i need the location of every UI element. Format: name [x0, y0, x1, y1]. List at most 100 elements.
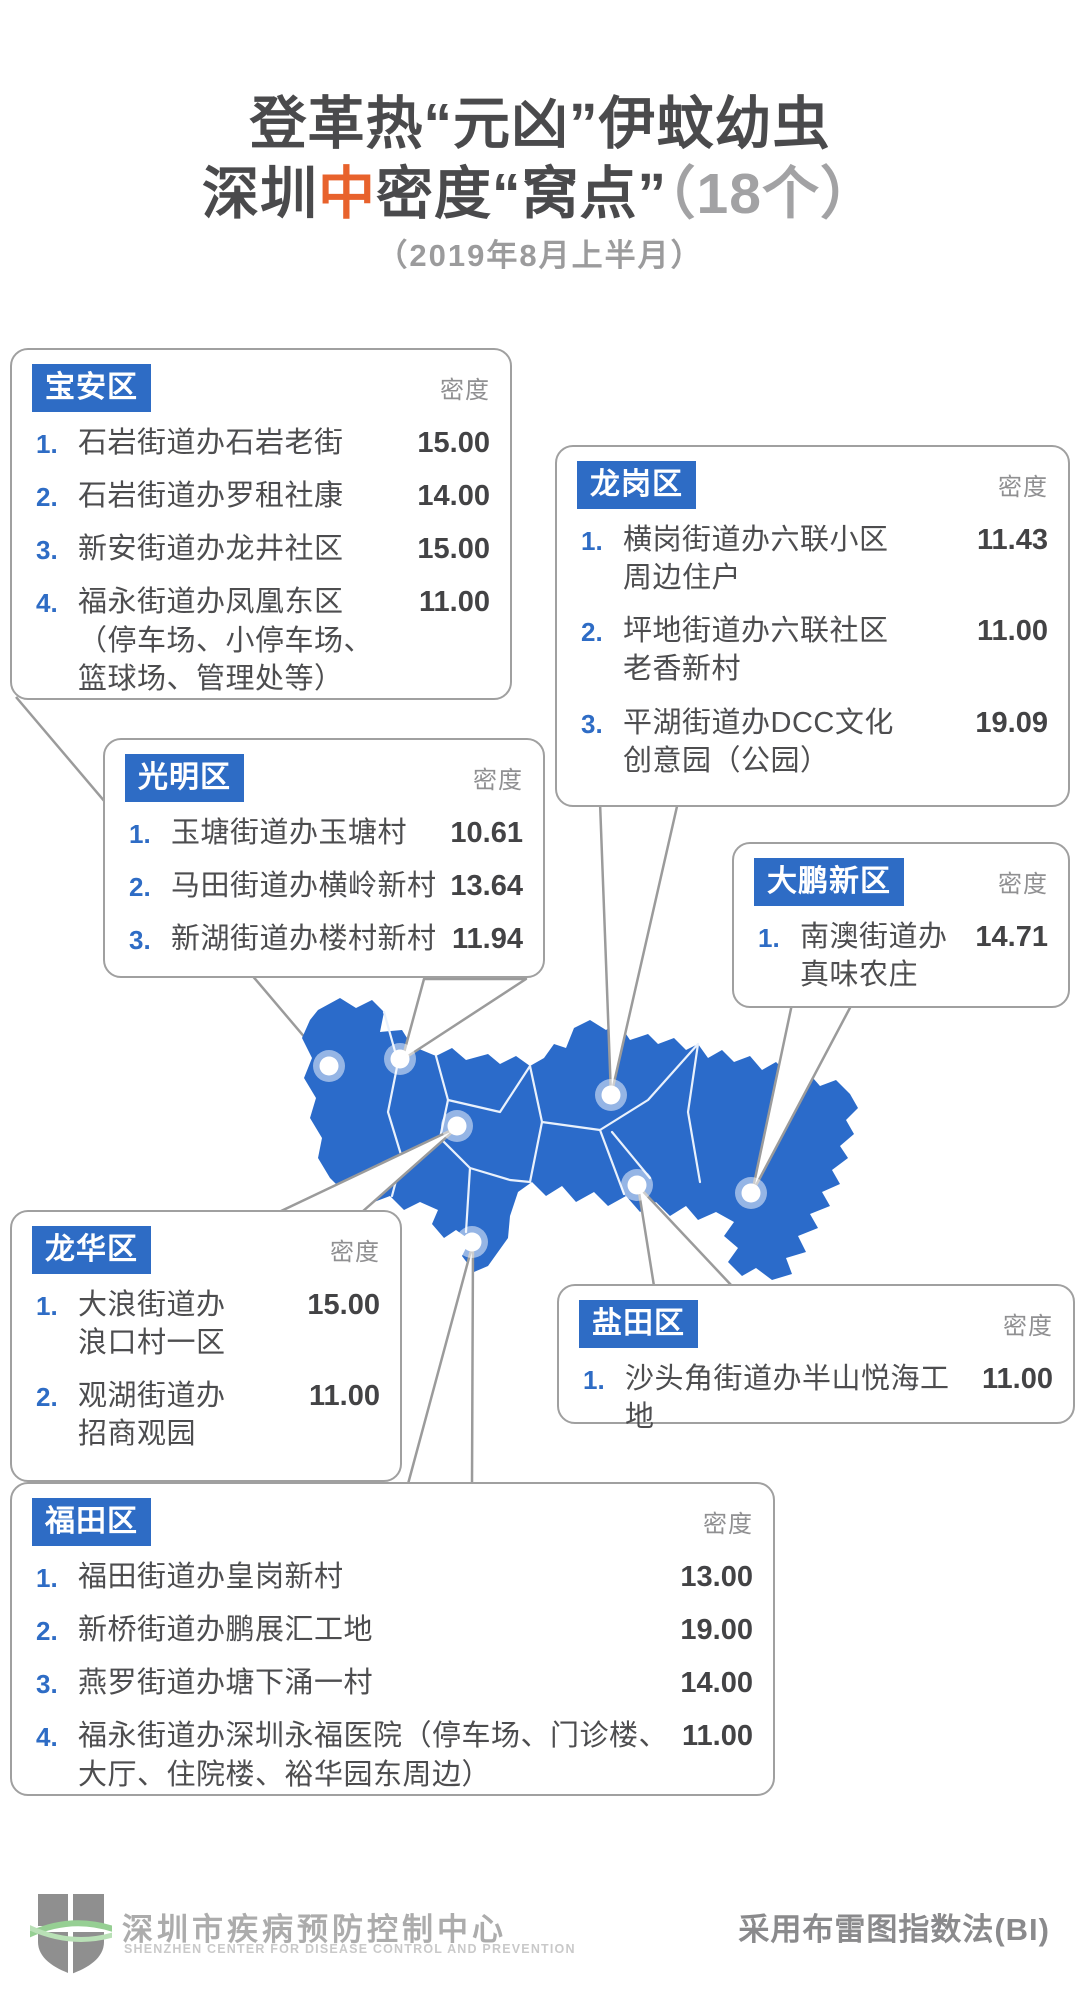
item-name: 横岗街道办六联小区 周边住户 — [623, 523, 889, 594]
item-name: 玉塘街道办玉塘村 — [171, 816, 408, 849]
item-number: 4. — [36, 1722, 58, 1753]
density-column-label: 密度 — [998, 474, 1048, 501]
page-title-line2: 深圳中密度“窝点”（18个） — [0, 148, 1080, 230]
item-density-value: 11.00 — [309, 1380, 380, 1413]
item-name: 福永街道办深圳永福医院（停车场、门诊楼、 大厅、住院楼、裕华园东周边） — [78, 1720, 669, 1791]
item-density-value: 15.00 — [307, 1288, 380, 1321]
district-label-yantian: 盐田区 — [579, 1300, 698, 1348]
item-name: 观湖街道办 招商观园 — [78, 1380, 226, 1451]
item-number: 2. — [581, 617, 603, 648]
item-name: 石岩街道办罗租社康 — [78, 479, 344, 512]
item-number: 1. — [581, 525, 603, 556]
title-prefix: 深圳 — [202, 162, 319, 226]
map-dot-guangming — [384, 1043, 416, 1075]
page-subtitle-period: （2019年8月上半月） — [376, 238, 704, 273]
title-highlight-medium: 中 — [318, 162, 377, 226]
callout-longhua: 龙华区 密度 1. 大浪街道办 浪口村一区 15.00 2. 观湖街道办 招商观园 11.00 — [10, 1210, 402, 1482]
item-name: 坪地街道办六联社区 老香新村 — [623, 615, 889, 686]
list-item: 2. 坪地街道办六联社区 老香新村 11.00 — [581, 612, 1048, 689]
item-density-value: 14.00 — [680, 1667, 753, 1700]
leader-tail-guangming — [400, 977, 528, 1062]
item-number: 1. — [758, 922, 780, 953]
list-item: 1. 大浪街道办 浪口村一区 15.00 — [36, 1286, 380, 1363]
item-density-value: 15.00 — [417, 426, 490, 459]
leader-tail-futian — [406, 1241, 475, 1486]
item-density-value: 11.00 — [982, 1362, 1053, 1395]
item-density-value: 11.00 — [419, 586, 490, 619]
item-number: 2. — [36, 1382, 58, 1413]
method-note: 采用布雷图指数法(BI) — [738, 1912, 1050, 1947]
org-name-cn: 深圳市疾病预防控制中心 — [122, 1912, 507, 1947]
page-title-line1: 登革热“元凶”伊蚊幼虫 — [249, 92, 831, 156]
list-item: 3. 新湖街道办楼村新村 11.94 — [129, 920, 523, 958]
item-name: 燕罗街道办塘下涌一村 — [78, 1667, 374, 1700]
map-dot-futian — [456, 1226, 488, 1258]
map-dots — [313, 1043, 767, 1258]
item-name: 大浪街道办 浪口村一区 — [78, 1288, 226, 1359]
item-number: 1. — [36, 1562, 58, 1593]
callout-baoan: 宝安区 密度 1. 石岩街道办石岩老街 15.00 2. 石岩街道办罗租社康 14.00 3… — [10, 348, 512, 700]
site-list-longhua: 1. 大浪街道办 浪口村一区 15.00 2. 观湖街道办 招商观园 11.00 — [32, 1286, 380, 1454]
item-number: 4. — [36, 588, 58, 619]
item-density-value: 11.00 — [682, 1720, 753, 1753]
item-number: 2. — [129, 871, 151, 902]
item-number: 1. — [36, 428, 58, 459]
site-list-yantian: 1. 沙头角街道办半山悦海工地 11.00 — [579, 1360, 1053, 1437]
district-label-longgang: 龙岗区 — [577, 461, 696, 509]
cdc-logo — [30, 1890, 112, 1976]
item-name: 福永街道办凤凰东区 （停车场、小停车场、 篮球场、管理处等） — [78, 586, 374, 695]
callout-longgang: 龙岗区 密度 1. 横岗街道办六联小区 周边住户 11.43 2. 坪地街道办六联社区 老香… — [555, 445, 1070, 807]
title-site-count: （18个） — [667, 162, 878, 226]
callout-dapeng: 大鹏新区 密度 1. 南澳街道办 真味农庄 14.71 — [732, 842, 1070, 1008]
item-density-value: 13.00 — [680, 1560, 753, 1593]
footer: 深圳市疾病预防控制中心 SHENZHEN CENTER FOR DISEASE … — [0, 1880, 1080, 1990]
density-column-label: 密度 — [473, 767, 523, 794]
item-density-value: 14.00 — [417, 479, 490, 512]
item-name: 新桥街道办鹏展汇工地 — [78, 1613, 374, 1646]
density-column-label: 密度 — [998, 871, 1048, 898]
item-name: 新安街道办龙井社区 — [78, 533, 344, 566]
site-list-dapeng: 1. 南澳街道办 真味农庄 14.71 — [754, 918, 1048, 995]
item-name: 石岩街道办石岩老街 — [78, 426, 344, 459]
list-item: 2. 石岩街道办罗租社康 14.00 — [36, 477, 490, 515]
item-density-value: 19.00 — [680, 1613, 753, 1646]
density-column-label: 密度 — [703, 1511, 753, 1538]
district-label-dapeng: 大鹏新区 — [754, 858, 904, 906]
item-number: 2. — [36, 1615, 58, 1646]
list-item: 3. 新安街道办龙井社区 15.00 — [36, 530, 490, 568]
item-density-value: 11.94 — [452, 923, 523, 956]
map-dot-longhua — [441, 1110, 473, 1142]
map-dot-longgang — [595, 1079, 627, 1111]
item-name: 马田街道办横岭新村 — [171, 869, 437, 902]
site-list-baoan: 1. 石岩街道办石岩老街 15.00 2. 石岩街道办罗租社康 14.00 3. 新安街道办龙… — [32, 424, 490, 699]
item-number: 1. — [583, 1364, 605, 1395]
list-item: 3. 平湖街道办DCC文化 创意园（公园） 19.09 — [581, 704, 1048, 781]
item-name: 沙头角街道办半山悦海工地 — [625, 1362, 950, 1433]
item-number: 3. — [581, 708, 603, 739]
title-suffix: 密度“窝点” — [376, 162, 668, 226]
list-item: 3. 燕罗街道办塘下涌一村 14.00 — [36, 1664, 753, 1702]
list-item: 1. 石岩街道办石岩老街 15.00 — [36, 424, 490, 462]
callout-guangming: 光明区 密度 1. 玉塘街道办玉塘村 10.61 2. 马田街道办横岭新村 13.64 3.… — [103, 738, 545, 978]
item-number: 1. — [129, 818, 151, 849]
item-density-value: 10.61 — [450, 816, 523, 849]
list-item: 2. 马田街道办横岭新村 13.64 — [129, 867, 523, 905]
list-item: 1. 沙头角街道办半山悦海工地 11.00 — [583, 1360, 1053, 1437]
list-item: 4. 福永街道办凤凰东区 （停车场、小停车场、 篮球场、管理处等） 11.00 — [36, 583, 490, 698]
item-density-value: 13.64 — [450, 869, 523, 902]
map-landmass — [302, 998, 858, 1280]
item-density-value: 19.09 — [975, 706, 1048, 739]
callout-leader-tails — [277, 800, 854, 1486]
item-density-value: 14.71 — [975, 920, 1048, 953]
item-name: 新湖街道办楼村新村 — [171, 923, 437, 956]
item-name: 福田街道办皇岗新村 — [78, 1560, 344, 1593]
map-dot-dapeng — [735, 1177, 767, 1209]
list-item: 2. 观湖街道办 招商观园 11.00 — [36, 1377, 380, 1454]
item-number: 2. — [36, 481, 58, 512]
site-list-futian: 1. 福田街道办皇岗新村 13.00 2. 新桥街道办鹏展汇工地 19.00 3. 燕罗街道办… — [32, 1558, 753, 1794]
district-label-baoan: 宝安区 — [32, 364, 151, 412]
callout-futian: 福田区 密度 1. 福田街道办皇岗新村 13.00 2. 新桥街道办鹏展汇工地 19.00… — [10, 1482, 775, 1796]
callout-yantian: 盐田区 密度 1. 沙头角街道办半山悦海工地 11.00 — [557, 1284, 1075, 1433]
map-dot-baoan — [313, 1050, 345, 1082]
